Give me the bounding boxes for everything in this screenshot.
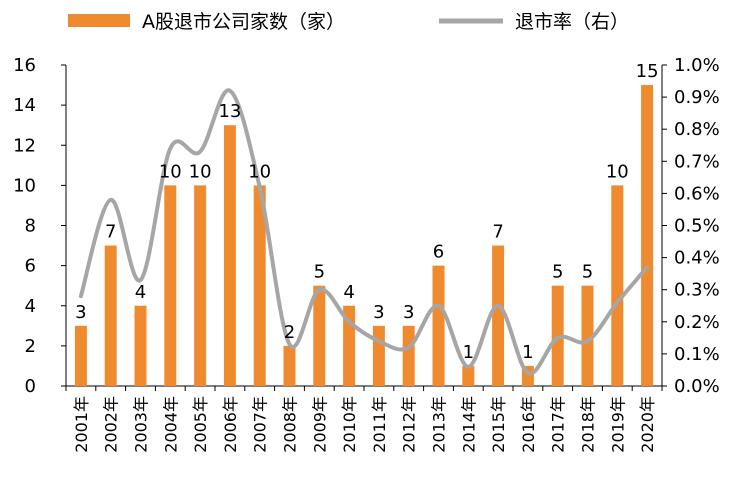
bar-value-label: 3: [403, 302, 414, 323]
bar: [194, 185, 207, 386]
bar: [283, 345, 296, 386]
x-tick-label: 2020年: [638, 396, 657, 453]
legend: A股退市公司家数（家） 退市率（右）: [68, 11, 629, 33]
bar-value-label: 10: [606, 161, 629, 182]
right-tick-label: 0.6%: [674, 183, 720, 204]
right-tick-label: 0.8%: [674, 119, 720, 140]
bar: [164, 185, 177, 386]
bar-value-label: 13: [218, 101, 241, 122]
left-tick-label: 16: [13, 55, 36, 76]
bar: [74, 325, 87, 386]
bar-value-label: 7: [492, 222, 503, 243]
bar: [462, 365, 475, 386]
bars: [74, 85, 654, 386]
x-tick-label: 2008年: [281, 396, 300, 453]
x-tick-label: 2018年: [579, 396, 598, 453]
right-tick-label: 0.5%: [674, 216, 720, 237]
left-tick-label: 14: [13, 95, 36, 116]
right-tick-label: 0.2%: [674, 312, 720, 333]
bar: [641, 85, 654, 386]
bar: [223, 125, 236, 386]
bar-value-label: 10: [189, 161, 212, 182]
left-tick-label: 8: [25, 216, 36, 237]
bar-value-label: 15: [636, 61, 659, 82]
bar: [492, 245, 505, 386]
axes: 02468101214160.0%0.1%0.2%0.3%0.4%0.5%0.6…: [13, 55, 720, 453]
x-tick-label: 2017年: [549, 396, 568, 453]
bar: [313, 285, 326, 386]
x-tick-label: 2004年: [161, 396, 180, 453]
x-tick-label: 2014年: [459, 396, 478, 453]
left-tick-label: 12: [13, 135, 36, 156]
right-tick-label: 0.4%: [674, 248, 720, 269]
x-tick-label: 2005年: [191, 396, 210, 453]
rate-line: [78, 88, 650, 376]
bar-value-label: 1: [522, 342, 533, 363]
legend-bar-swatch: [68, 14, 130, 27]
x-tick-label: 2001年: [72, 396, 91, 453]
x-tick-label: 2007年: [251, 396, 270, 453]
bar-value-label: 4: [343, 282, 354, 303]
x-tick-label: 2019年: [608, 396, 627, 453]
rate-line-layer: [78, 88, 650, 376]
x-tick-label: 2002年: [102, 396, 121, 453]
left-tick-label: 4: [25, 296, 36, 317]
left-tick-label: 0: [25, 376, 36, 397]
bar: [134, 305, 147, 386]
bar-value-label: 10: [248, 161, 271, 182]
bar-value-label: 5: [552, 262, 563, 283]
bar-value-label: 10: [159, 161, 182, 182]
bar-value-label: 2: [284, 322, 295, 343]
x-tick-label: 2013年: [430, 396, 449, 453]
x-tick-label: 2009年: [310, 396, 329, 453]
bar-value-label: 4: [135, 282, 146, 303]
bar: [432, 265, 445, 386]
bar-value-label: 5: [314, 262, 325, 283]
x-tick-label: 2006年: [221, 396, 240, 453]
bar: [253, 185, 266, 386]
right-tick-label: 0.1%: [674, 344, 720, 365]
bar-value-label: 6: [433, 242, 444, 263]
bar-value-label: 5: [582, 262, 593, 283]
left-tick-label: 6: [25, 256, 36, 277]
right-tick-label: 0.9%: [674, 87, 720, 108]
bar: [104, 245, 117, 386]
bar-value-label: 1: [463, 342, 474, 363]
x-tick-label: 2012年: [400, 396, 419, 453]
x-tick-label: 2011年: [370, 396, 389, 453]
bar-value-label: 3: [373, 302, 384, 323]
x-tick-label: 2016年: [519, 396, 538, 453]
x-tick-label: 2003年: [132, 396, 151, 453]
left-tick-label: 10: [13, 175, 36, 196]
bar: [372, 325, 385, 386]
bar: [402, 325, 415, 386]
right-tick-label: 0.7%: [674, 151, 720, 172]
legend-line-label: 退市率（右）: [515, 11, 629, 33]
left-tick-label: 2: [25, 336, 36, 357]
bar: [581, 285, 594, 386]
right-tick-label: 0.0%: [674, 376, 720, 397]
right-tick-label: 1.0%: [674, 55, 720, 76]
right-tick-label: 0.3%: [674, 280, 720, 301]
x-tick-label: 2015年: [489, 396, 508, 453]
x-tick-label: 2010年: [340, 396, 359, 453]
bar: [611, 185, 624, 386]
bar-value-label: 7: [105, 222, 116, 243]
legend-bar-label: A股退市公司家数（家）: [142, 11, 345, 33]
bar-value-label: 3: [75, 302, 86, 323]
